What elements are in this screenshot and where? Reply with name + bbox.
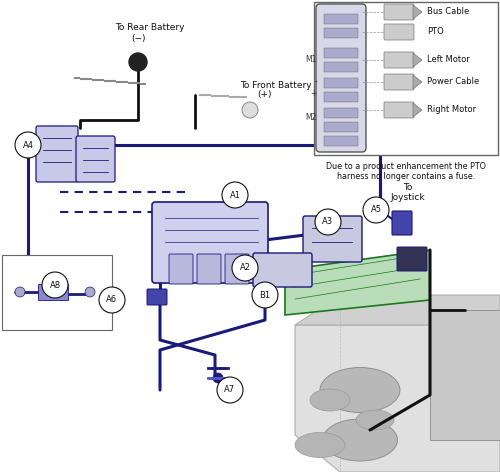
Bar [430, 310, 500, 440]
Bar [324, 62, 358, 72]
Ellipse shape [320, 368, 400, 413]
Bar [2, 255, 112, 330]
Polygon shape [413, 53, 422, 67]
Ellipse shape [295, 432, 345, 457]
Text: To Rear Battery: To Rear Battery [115, 24, 184, 33]
Text: Bus Cable: Bus Cable [427, 8, 469, 17]
FancyBboxPatch shape [397, 247, 427, 271]
Ellipse shape [356, 410, 394, 430]
Bar [324, 122, 358, 132]
Text: A1: A1 [230, 191, 240, 200]
Text: A3: A3 [322, 218, 334, 227]
Circle shape [217, 377, 243, 403]
Text: (+): (+) [257, 91, 271, 100]
Circle shape [99, 287, 125, 313]
Bar [324, 92, 358, 102]
Text: Due to a product enhancement the PTO
harness no longer contains a fuse.: Due to a product enhancement the PTO har… [326, 162, 486, 181]
FancyBboxPatch shape [197, 254, 221, 284]
Ellipse shape [322, 419, 398, 461]
Text: A4: A4 [22, 141, 34, 150]
FancyBboxPatch shape [392, 211, 412, 235]
FancyBboxPatch shape [303, 216, 362, 262]
FancyBboxPatch shape [225, 254, 249, 284]
FancyBboxPatch shape [76, 136, 115, 182]
Text: To: To [404, 184, 412, 193]
FancyBboxPatch shape [384, 102, 414, 118]
Polygon shape [413, 103, 422, 117]
Circle shape [15, 132, 41, 158]
Text: B1: B1 [260, 290, 270, 300]
Polygon shape [295, 325, 500, 472]
FancyBboxPatch shape [147, 289, 167, 305]
Text: A8: A8 [50, 280, 60, 289]
Text: A7: A7 [224, 386, 235, 395]
Text: Power Cable: Power Cable [427, 77, 479, 86]
Bar [324, 48, 358, 58]
Text: M1: M1 [306, 56, 317, 65]
Circle shape [223, 383, 233, 393]
Text: To Front Battery: To Front Battery [240, 81, 312, 90]
Text: Right Motor: Right Motor [427, 106, 476, 115]
Circle shape [15, 287, 25, 297]
Text: Left Motor: Left Motor [427, 56, 470, 65]
FancyBboxPatch shape [36, 126, 78, 182]
FancyBboxPatch shape [253, 253, 312, 287]
Circle shape [315, 209, 341, 235]
FancyBboxPatch shape [384, 4, 414, 20]
Bar [324, 78, 358, 88]
FancyBboxPatch shape [316, 4, 366, 152]
FancyBboxPatch shape [384, 74, 414, 90]
Polygon shape [295, 295, 500, 325]
Polygon shape [285, 250, 430, 315]
FancyBboxPatch shape [152, 202, 268, 283]
Bar [38, 284, 68, 300]
Bar [314, 2, 498, 155]
Polygon shape [413, 5, 422, 19]
Circle shape [232, 255, 258, 281]
Text: A2: A2 [240, 263, 250, 272]
Text: Joystick: Joystick [390, 194, 426, 202]
Circle shape [222, 182, 248, 208]
Text: A6: A6 [106, 295, 118, 304]
Text: (−): (−) [131, 34, 145, 42]
Circle shape [42, 272, 68, 298]
FancyBboxPatch shape [384, 24, 414, 40]
Circle shape [242, 102, 258, 118]
Ellipse shape [310, 389, 350, 411]
FancyBboxPatch shape [384, 52, 414, 68]
Bar [324, 136, 358, 146]
Polygon shape [413, 75, 422, 89]
Circle shape [252, 282, 278, 308]
Text: A5: A5 [370, 205, 382, 214]
Circle shape [213, 373, 223, 383]
Bar [324, 28, 358, 38]
Circle shape [85, 287, 95, 297]
Text: +: + [310, 90, 317, 99]
Text: M2: M2 [306, 113, 317, 123]
FancyBboxPatch shape [169, 254, 193, 284]
Circle shape [129, 53, 147, 71]
Text: -: - [314, 77, 317, 86]
Circle shape [363, 197, 389, 223]
Text: PTO: PTO [427, 27, 444, 36]
Bar [324, 14, 358, 24]
Bar [324, 108, 358, 118]
